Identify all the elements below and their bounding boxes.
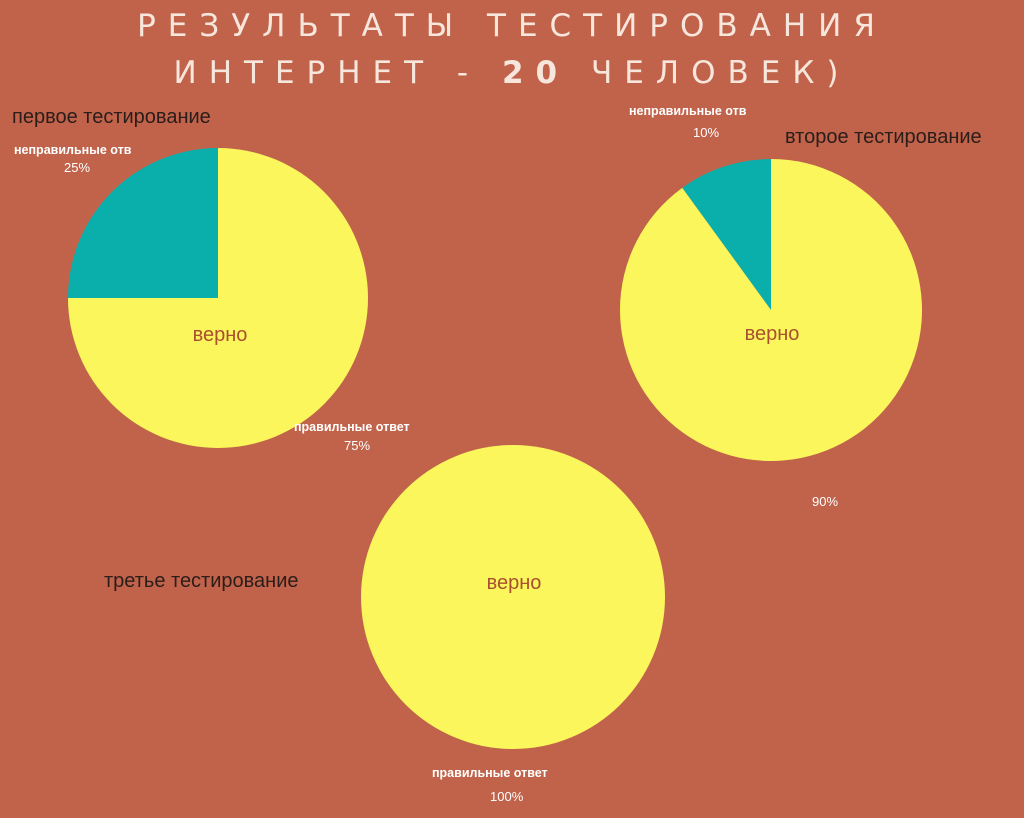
pie-1-inner-label: верно xyxy=(193,324,248,346)
chart-2-slice-1-label: неправильные отв xyxy=(629,104,747,118)
pie-chart-2: верно xyxy=(620,159,922,461)
chart-3-slice-1-label: правильные ответ xyxy=(432,766,548,780)
pie-chart-1: верно xyxy=(68,148,368,448)
pie-3-slice-1 xyxy=(361,445,665,749)
pie-2-slice-1 xyxy=(682,159,771,310)
pie-1-slice-1 xyxy=(68,148,218,298)
title-number: 20 xyxy=(501,55,570,91)
chart-1-slice-2-value: 75% xyxy=(344,438,371,453)
chart-1-slice-1-label: неправильные отв xyxy=(14,143,132,157)
chart-2-slice-1-value: 10% xyxy=(693,125,720,140)
main-title-line-1: РЕЗУЛЬТАТЫ ТЕСТИРОВАНИЯ xyxy=(137,8,887,44)
pie-2-inner-label: верно xyxy=(745,323,800,345)
chart-2-slice-2-value: 90% xyxy=(812,494,839,509)
pie-2-slice-2 xyxy=(620,159,922,461)
main-title-line-2: ИНТЕРНЕТ - 20 ЧЕЛОВЕК) xyxy=(0,55,1024,91)
chart-1-title: первое тестирование xyxy=(12,106,211,128)
pie-3-inner-label: верно xyxy=(487,572,542,594)
chart-3-title: третье тестирование xyxy=(104,570,299,592)
chart-1-slice-1-value: 25% xyxy=(64,160,91,175)
title-prefix: ИНТЕРНЕТ - xyxy=(173,55,502,91)
chart-3-slice-1-value: 100% xyxy=(490,789,524,804)
pie-1-slice-2 xyxy=(68,148,368,448)
chart-1-slice-2-label: правильные ответ xyxy=(294,420,410,434)
pie-chart-3: верно xyxy=(361,445,665,749)
chart-2-title: второе тестирование xyxy=(785,126,982,148)
title-suffix: ЧЕЛОВЕК) xyxy=(569,55,851,91)
